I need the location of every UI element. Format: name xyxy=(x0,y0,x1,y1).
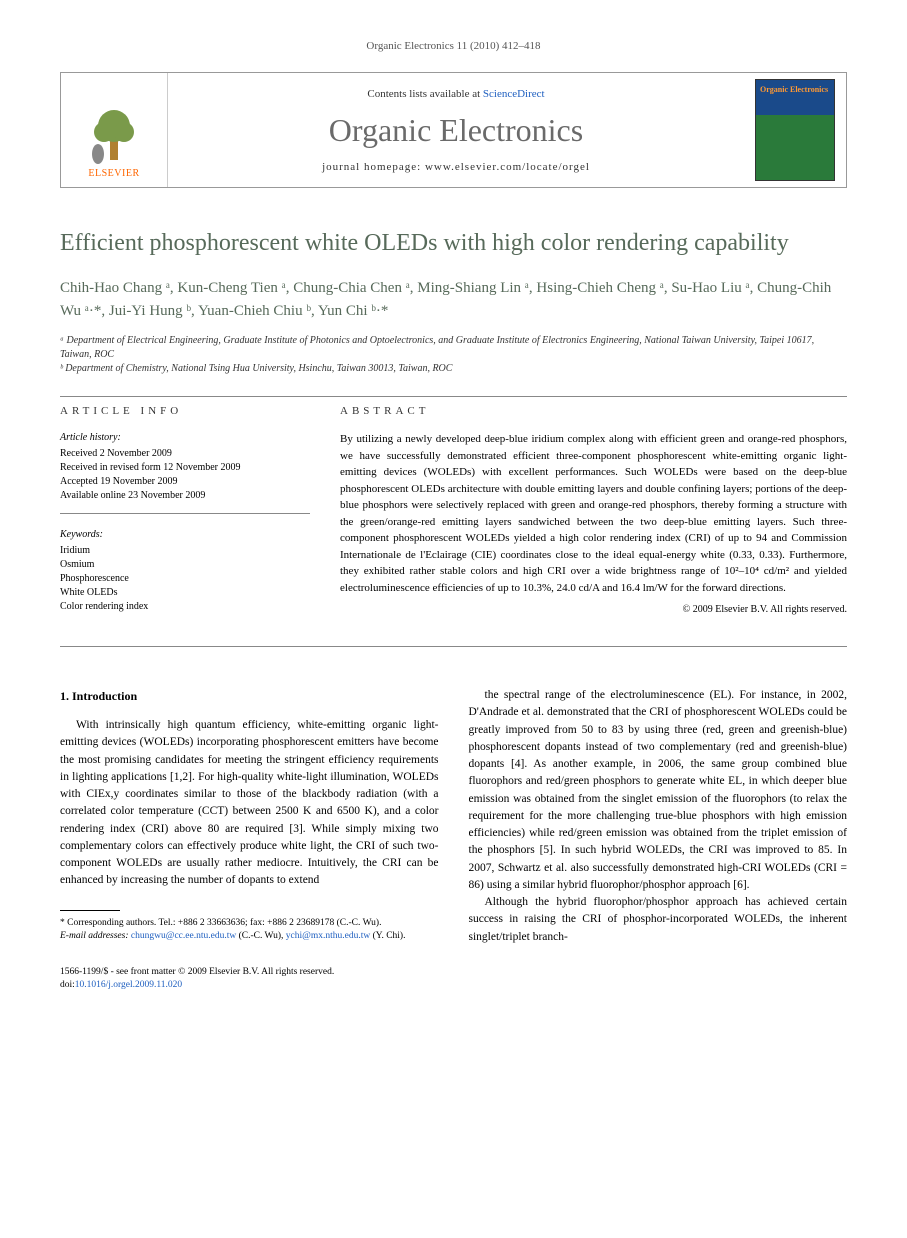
footnote-separator xyxy=(60,910,120,911)
doi-label: doi: xyxy=(60,980,75,990)
publisher-logo-block: ELSEVIER xyxy=(61,73,168,187)
journal-cover-block: Organic Electronics xyxy=(744,73,846,187)
page-footer: 1566-1199/$ - see front matter © 2009 El… xyxy=(60,966,847,993)
masthead-center: Contents lists available at ScienceDirec… xyxy=(168,73,744,187)
header-citation: Organic Electronics 11 (2010) 412–418 xyxy=(60,40,847,52)
section-title: Introduction xyxy=(72,689,137,703)
divider xyxy=(60,396,847,397)
doi-link[interactable]: 10.1016/j.orgel.2009.11.020 xyxy=(75,980,182,990)
elsevier-tree-icon xyxy=(84,104,144,164)
keyword: Phosphorescence xyxy=(60,572,310,586)
section-number: 1. xyxy=(60,689,69,703)
contents-available-line: Contents lists available at ScienceDirec… xyxy=(367,88,544,100)
contents-prefix: Contents lists available at xyxy=(367,88,482,100)
affiliations: ᵃ Department of Electrical Engineering, … xyxy=(60,334,847,376)
keyword: Iridium xyxy=(60,544,310,558)
history-accepted: Accepted 19 November 2009 xyxy=(60,475,310,489)
history-online: Available online 23 November 2009 xyxy=(60,489,310,503)
footer-copyright: 1566-1199/$ - see front matter © 2009 El… xyxy=(60,966,847,979)
abstract-copyright: © 2009 Elsevier B.V. All rights reserved… xyxy=(340,604,847,615)
article-title: Efficient phosphorescent white OLEDs wit… xyxy=(60,228,847,259)
column-right: the spectral range of the electrolumines… xyxy=(469,687,848,946)
email-link[interactable]: ychi@mx.nthu.edu.tw xyxy=(286,931,370,941)
keywords-label: Keywords: xyxy=(60,528,310,542)
keyword: Color rendering index xyxy=(60,600,310,614)
article-info-panel: ARTICLE INFO Article history: Received 2… xyxy=(60,405,310,638)
email-link[interactable]: chungwu@cc.ee.ntu.edu.tw xyxy=(131,931,236,941)
journal-masthead: ELSEVIER Contents lists available at Sci… xyxy=(60,72,847,188)
publisher-name: ELSEVIER xyxy=(88,168,139,179)
journal-cover-thumbnail: Organic Electronics xyxy=(755,79,835,181)
abstract-panel: ABSTRACT By utilizing a newly developed … xyxy=(340,405,847,638)
keyword: White OLEDs xyxy=(60,586,310,600)
history-label: Article history: xyxy=(60,431,310,445)
journal-name: Organic Electronics xyxy=(329,112,583,149)
column-left: 1. Introduction With intrinsically high … xyxy=(60,687,439,946)
body-paragraph: With intrinsically high quantum efficien… xyxy=(60,717,439,890)
affiliation-a: ᵃ Department of Electrical Engineering, … xyxy=(60,334,847,362)
body-paragraph: the spectral range of the electrolumines… xyxy=(469,687,848,894)
email-who: (C.-C. Wu), xyxy=(239,931,284,941)
footer-doi-line: doi:10.1016/j.orgel.2009.11.020 xyxy=(60,979,847,992)
abstract-text: By utilizing a newly developed deep-blue… xyxy=(340,431,847,596)
section-heading: 1. Introduction xyxy=(60,687,439,705)
body-paragraph: Although the hybrid fluorophor/phosphor … xyxy=(469,894,848,946)
homepage-prefix: journal homepage: xyxy=(322,161,425,173)
homepage-url: www.elsevier.com/locate/orgel xyxy=(425,161,590,173)
email-label: E-mail addresses: xyxy=(60,931,129,941)
corresponding-author-note: * Corresponding authors. Tel.: +886 2 33… xyxy=(60,917,439,930)
journal-homepage-line: journal homepage: www.elsevier.com/locat… xyxy=(322,161,590,173)
email-who: (Y. Chi). xyxy=(373,931,406,941)
footnotes: * Corresponding authors. Tel.: +886 2 33… xyxy=(60,917,439,944)
keywords-list: Iridium Osmium Phosphorescence White OLE… xyxy=(60,544,310,614)
cover-title-text: Organic Electronics xyxy=(760,86,830,95)
author-list: Chih-Hao Chang ᵃ, Kun-Cheng Tien ᵃ, Chun… xyxy=(60,277,847,322)
body-text: 1. Introduction With intrinsically high … xyxy=(60,687,847,946)
article-info-heading: ARTICLE INFO xyxy=(60,405,310,417)
history-revised: Received in revised form 12 November 200… xyxy=(60,461,310,475)
history-received: Received 2 November 2009 xyxy=(60,447,310,461)
keyword: Osmium xyxy=(60,558,310,572)
divider xyxy=(60,646,847,647)
sciencedirect-link[interactable]: ScienceDirect xyxy=(483,88,545,100)
affiliation-b: ᵇ Department of Chemistry, National Tsin… xyxy=(60,362,847,376)
abstract-heading: ABSTRACT xyxy=(340,405,847,417)
email-line: E-mail addresses: chungwu@cc.ee.ntu.edu.… xyxy=(60,930,439,943)
